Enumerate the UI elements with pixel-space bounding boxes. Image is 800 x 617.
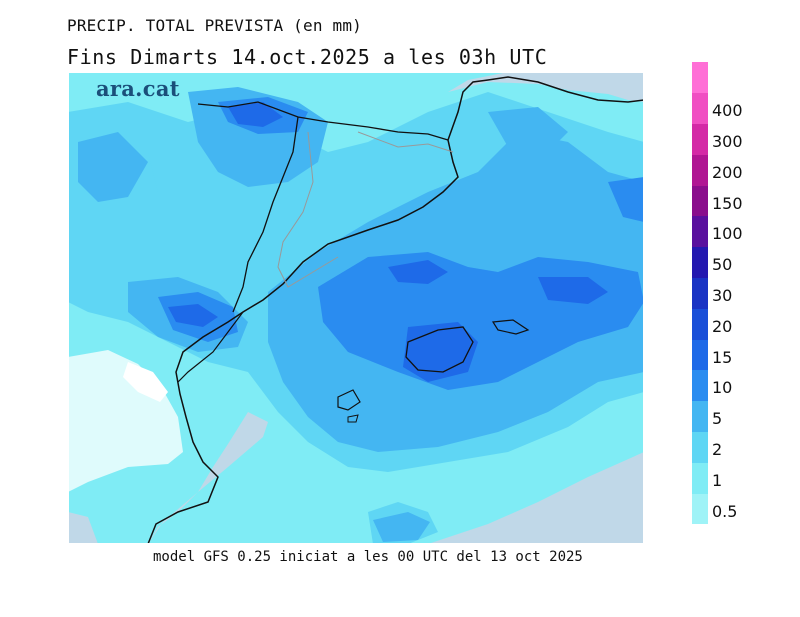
border-line bbox=[232, 116, 299, 313]
legend-tick-label: 5 bbox=[712, 409, 723, 429]
rain-area-15mm bbox=[388, 260, 448, 284]
legend-swatch bbox=[692, 246, 708, 279]
sea-area bbox=[68, 512, 98, 544]
precipitation-map bbox=[68, 72, 644, 544]
island-menorca bbox=[491, 319, 530, 335]
map-frame bbox=[68, 72, 644, 544]
legend-tick-label: 150 bbox=[712, 193, 743, 213]
legend-tick-label: 400 bbox=[712, 101, 743, 121]
legend-tick-label: 50 bbox=[712, 255, 733, 275]
legend-swatch bbox=[692, 185, 708, 217]
legend-swatch bbox=[692, 123, 708, 155]
sea-area bbox=[428, 452, 644, 544]
legend-tick-label: 2 bbox=[712, 440, 723, 459]
border-line bbox=[177, 311, 244, 383]
legend-tick-label: 15 bbox=[712, 347, 733, 367]
legend-tick-label: 200 bbox=[712, 162, 743, 182]
legend-tick-label: 20 bbox=[712, 316, 733, 336]
rain-area-15mm bbox=[538, 277, 608, 304]
region-border bbox=[277, 131, 339, 288]
border-line bbox=[197, 101, 449, 141]
rain-area-15mm bbox=[168, 304, 218, 327]
model-info: model GFS 0.25 iniciat a les 00 UTC del … bbox=[153, 549, 583, 565]
legend-tick-label: 300 bbox=[712, 132, 743, 151]
rain-area-5mm bbox=[78, 132, 148, 202]
region-border bbox=[357, 131, 454, 153]
legend-tick-label: 100 bbox=[712, 224, 743, 244]
island-formentera bbox=[347, 414, 359, 423]
legend-tick-label: 10 bbox=[712, 378, 733, 398]
map-title: PRECIP. TOTAL PREVISTA (en mm) bbox=[67, 16, 362, 35]
legend-swatch bbox=[692, 92, 708, 125]
map-subtitle: Fins Dimarts 14.oct.2025 a les 03h UTC bbox=[67, 45, 548, 69]
legend-tick-label: 30 bbox=[712, 286, 733, 305]
legend-tick-label: 0.5 bbox=[712, 501, 738, 521]
coastline bbox=[147, 76, 644, 544]
legend-swatch bbox=[692, 370, 708, 402]
brand-logo: ara.cat bbox=[96, 76, 180, 101]
legend-swatch bbox=[692, 462, 708, 494]
legend-swatch bbox=[692, 400, 708, 433]
legend-swatch bbox=[692, 493, 708, 525]
sea-area bbox=[148, 412, 268, 544]
rain-area-10mm bbox=[608, 177, 644, 222]
island-mallorca bbox=[405, 326, 474, 373]
legend-swatch bbox=[692, 277, 708, 309]
rain-area-5mm bbox=[488, 107, 568, 152]
legend-swatch bbox=[692, 62, 708, 94]
rain-area-15mm bbox=[228, 102, 283, 127]
sea-area bbox=[448, 72, 644, 102]
legend-swatch bbox=[692, 339, 708, 371]
legend-swatch bbox=[692, 216, 708, 248]
island-ibiza bbox=[337, 389, 361, 411]
legend-tick-label: 1 bbox=[712, 470, 723, 490]
legend-swatch bbox=[692, 308, 708, 340]
rain-area-5mm bbox=[373, 512, 430, 542]
legend-colorbar bbox=[692, 62, 708, 525]
dry-area bbox=[123, 362, 168, 402]
legend-swatch bbox=[692, 431, 708, 463]
legend-swatch bbox=[692, 154, 708, 186]
